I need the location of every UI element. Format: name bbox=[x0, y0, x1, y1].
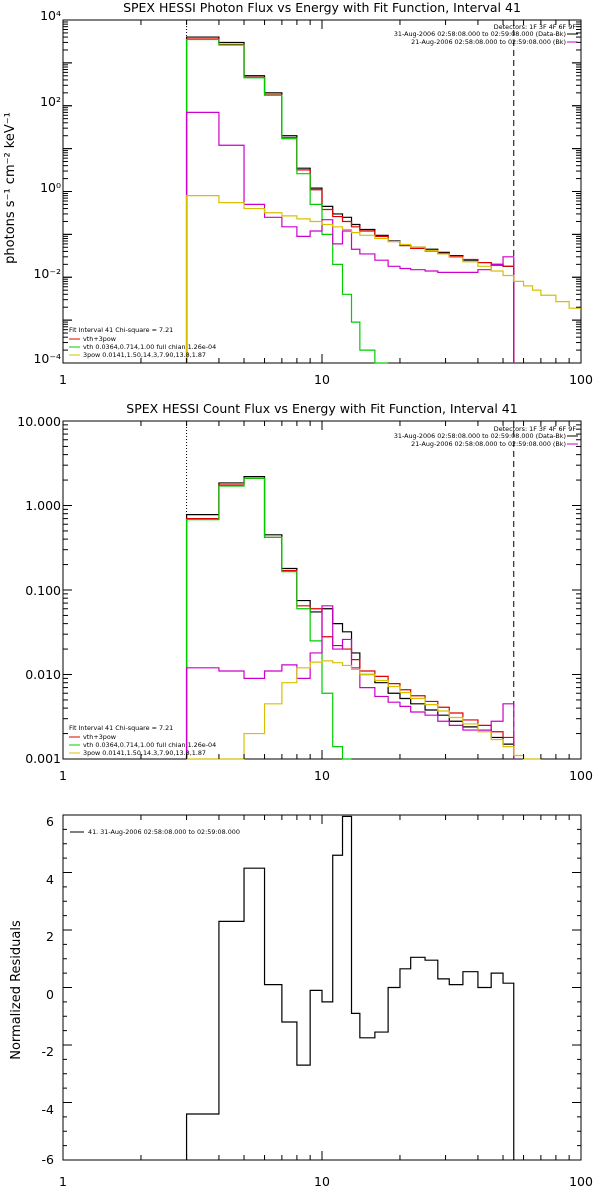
x-tick-label: 10 bbox=[314, 372, 330, 387]
series-line bbox=[185, 38, 389, 364]
x-tick-label: 100 bbox=[569, 768, 593, 783]
series-line bbox=[185, 195, 581, 363]
count-legend-fit: Fit Interval 41 Chi-square = 7.21 vth+3p… bbox=[69, 724, 216, 757]
residuals-axes bbox=[62, 814, 582, 1161]
y-tick-label: 0.010 bbox=[25, 667, 61, 682]
count-series bbox=[185, 475, 541, 760]
x-tick-label: 100 bbox=[569, 1174, 593, 1189]
fit-entry: vth+3pow bbox=[83, 733, 116, 741]
y-tick-label: 10⁻² bbox=[33, 266, 61, 281]
x-tick-label: 10 bbox=[314, 1174, 330, 1189]
x-tick-label: 1 bbox=[59, 372, 67, 387]
legend-entry: 21-Aug-2006 02:58:08.000 to 02:59:08.000… bbox=[411, 440, 566, 448]
photon-y-axis-label: photons s⁻¹ cm⁻² keV⁻¹ bbox=[3, 112, 18, 264]
series-line bbox=[185, 111, 515, 363]
count-axes bbox=[62, 420, 582, 760]
count-legend-top: Detectors: 1F 3F 4F 6F 9F 31-Aug-2006 02… bbox=[394, 425, 578, 448]
fit-entry: 3pow 0.0141,1.50,14.3,7.90,13.8,1.87 bbox=[83, 351, 206, 359]
photon-chart-title: SPEX HESSI Photon Flux vs Energy with Fi… bbox=[123, 0, 521, 15]
count-vlines bbox=[186, 421, 515, 759]
photon-series bbox=[185, 36, 581, 364]
y-tick-label: 4 bbox=[46, 872, 54, 887]
residuals-y-axis-label: Normalized Residuals bbox=[9, 920, 24, 1060]
photon-legend-fit: Fit Interval 41 Chi-square = 7.21 vth+3p… bbox=[69, 326, 216, 359]
residuals-plot-frame bbox=[62, 814, 582, 1161]
fit-header: Fit Interval 41 Chi-square = 7.21 bbox=[69, 326, 173, 334]
series-line bbox=[185, 477, 515, 759]
count-chart-title: SPEX HESSI Count Flux vs Energy with Fit… bbox=[126, 401, 517, 416]
photon-flux-panel: SPEX HESSI Photon Flux vs Energy with Fi… bbox=[3, 0, 593, 387]
y-tick-label: 10⁰ bbox=[40, 180, 61, 195]
photon-vlines bbox=[186, 20, 515, 363]
residuals-panel: Normalized Residuals 6 4 2 0 -2 -4 -6 1 … bbox=[9, 814, 593, 1189]
residuals-legend: 41. 31-Aug-2006 02:58:08.000 to 02:59:08… bbox=[70, 828, 240, 836]
fit-entry: vth 0.0364,0.714,1.00 full chian 1.26e-0… bbox=[83, 741, 216, 749]
y-tick-label: 10² bbox=[40, 94, 61, 109]
x-tick-label: 1 bbox=[59, 768, 67, 783]
series-line bbox=[185, 36, 515, 363]
y-tick-label: -4 bbox=[42, 1102, 55, 1117]
residuals-series bbox=[185, 815, 515, 1160]
legend-entry: 31-Aug-2006 02:58:08.000 to 02:59:08.000… bbox=[394, 30, 566, 38]
y-tick-label: 10.000 bbox=[17, 414, 61, 429]
series-line bbox=[185, 477, 352, 760]
x-tick-label: 1 bbox=[59, 1174, 67, 1189]
legend-entry: 31-Aug-2006 02:58:08.000 to 02:59:08.000… bbox=[394, 432, 566, 440]
legend-entry: 41. 31-Aug-2006 02:58:08.000 to 02:59:08… bbox=[88, 828, 240, 836]
y-tick-label: 10⁻⁴ bbox=[33, 351, 61, 366]
photon-legend-top: Detectors: 1F 3F 4F 6F 9F 31-Aug-2006 02… bbox=[394, 23, 578, 46]
series-line bbox=[185, 605, 515, 759]
x-tick-label: 10 bbox=[314, 768, 330, 783]
y-tick-label: 1.000 bbox=[25, 498, 61, 513]
series-line bbox=[185, 815, 515, 1160]
fit-header: Fit Interval 41 Chi-square = 7.21 bbox=[69, 724, 173, 732]
y-tick-label: 6 bbox=[46, 814, 54, 829]
series-line bbox=[185, 475, 515, 759]
y-tick-label: -2 bbox=[42, 1044, 54, 1059]
y-tick-label: 0.100 bbox=[25, 583, 61, 598]
y-tick-label: 2 bbox=[46, 929, 54, 944]
count-flux-panel: SPEX HESSI Count Flux vs Energy with Fit… bbox=[17, 401, 593, 783]
fit-entry: vth+3pow bbox=[83, 335, 116, 343]
legend-entry: 21-Aug-2006 02:58:08.000 to 02:59:08.000… bbox=[411, 38, 566, 46]
y-tick-label: -6 bbox=[42, 1152, 55, 1167]
series-line bbox=[185, 38, 515, 363]
photon-axes bbox=[62, 19, 582, 364]
legend-header: Detectors: 1F 3F 4F 6F 9F bbox=[494, 23, 577, 31]
fit-entry: vth 0.0364,0.714,1.00 full chian 1.26e-0… bbox=[83, 343, 216, 351]
y-tick-label: 10⁴ bbox=[40, 8, 61, 23]
legend-header: Detectors: 1F 3F 4F 6F 9F bbox=[494, 425, 577, 433]
y-tick-label: 0.001 bbox=[25, 751, 61, 766]
series-line bbox=[186, 660, 541, 760]
fit-entry: 3pow 0.0141,1.50,14.3,7.90,13.8,1.87 bbox=[83, 749, 206, 757]
x-tick-label: 100 bbox=[569, 372, 593, 387]
y-tick-label: 0 bbox=[46, 987, 54, 1002]
